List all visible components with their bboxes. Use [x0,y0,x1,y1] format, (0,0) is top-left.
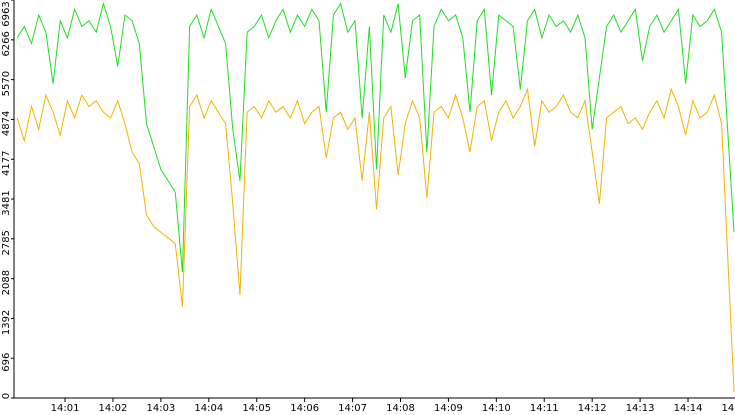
x-tick-label: 14:04 [194,403,223,414]
y-tick-label: 4177 [1,151,12,176]
series-line [16,87,735,393]
x-tick-label: 14:14 [674,403,703,414]
x-tick-label: 14:15 [722,403,735,414]
y-tick-label: 3481 [1,190,12,215]
x-tick-label: 14:08 [386,403,415,414]
x-tick-label: 14:09 [434,403,463,414]
y-tick-label: 696 [1,353,12,372]
y-tick-label: 1392 [1,310,12,335]
x-tick-label: 14:07 [338,403,367,414]
x-tick-label: 14:13 [626,403,655,414]
y-tick-label: 2785 [1,230,12,255]
x-tick-label: 14:05 [242,403,271,414]
x-tick-label: 14:12 [578,403,607,414]
y-tick-label: 6963 [1,1,12,26]
x-tick-label: 14:02 [99,403,128,414]
series-line [16,1,735,273]
x-tick-label: 14:03 [146,403,175,414]
x-tick-label: 14:06 [290,403,319,414]
y-tick-label: 0 [1,393,12,399]
y-tick-label: 4874 [1,111,12,136]
y-tick-label: 6266 [1,31,12,56]
y-tick-label: 2088 [1,270,12,295]
x-tick-label: 14:01 [51,403,80,414]
x-tick-label: 14:11 [530,403,559,414]
y-tick-label: 5570 [1,71,12,96]
x-tick-label: 14:10 [482,403,511,414]
